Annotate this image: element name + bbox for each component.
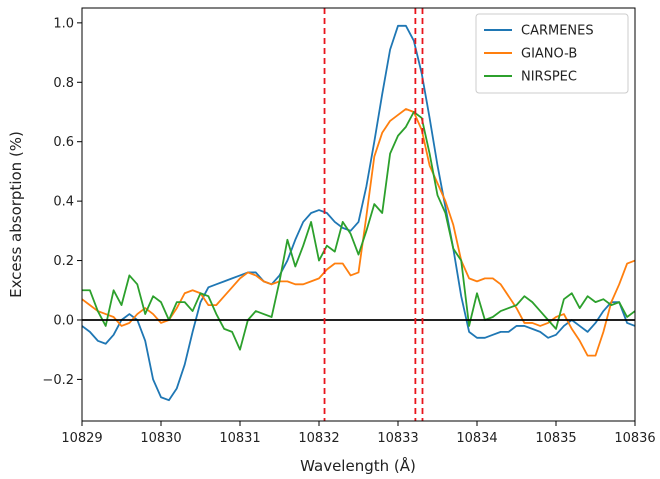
y-tick-label: 1.0 [53,16,74,31]
axis-ticks: 10829 10830 10831 10832 10833 10834 10835 10836… [42,16,655,446]
legend-entry-label: CARMENES [521,24,594,39]
legend-entry-label: NIRSPEC [521,70,577,85]
x-tick-label: 10829 [61,431,102,446]
series-line-nirspec [82,111,636,351]
y-tick-label: 0.6 [53,135,74,150]
legend-entry-label: GIANO-B [521,47,577,62]
y-tick-label: 0.8 [53,76,74,91]
x-tick-label: 10831 [219,431,260,446]
axes-frame [81,7,636,422]
x-tick-label: 10835 [535,431,576,446]
plot-area [81,8,636,421]
x-axis-label: Wavelength (Å) [300,456,416,475]
y-axis-label: Excess absorption (%) [7,131,25,298]
y-tick-label: 0.4 [53,195,74,210]
x-tick-label: 10830 [140,431,181,446]
y-tick-label: 0.2 [53,254,74,269]
y-tick-label: −0.2 [42,373,74,388]
series-line-giano-b [81,108,636,357]
legend: CARMENES GIANO-B NIRSPEC [475,13,629,94]
x-tick-label: 10832 [298,431,339,446]
legend-box [475,13,629,94]
x-tick-label: 10836 [614,431,655,446]
x-tick-label: 10833 [377,431,418,446]
y-tick-label: 0.0 [53,313,74,328]
x-tick-label: 10834 [456,431,497,446]
series-line-carmenes [81,24,636,402]
